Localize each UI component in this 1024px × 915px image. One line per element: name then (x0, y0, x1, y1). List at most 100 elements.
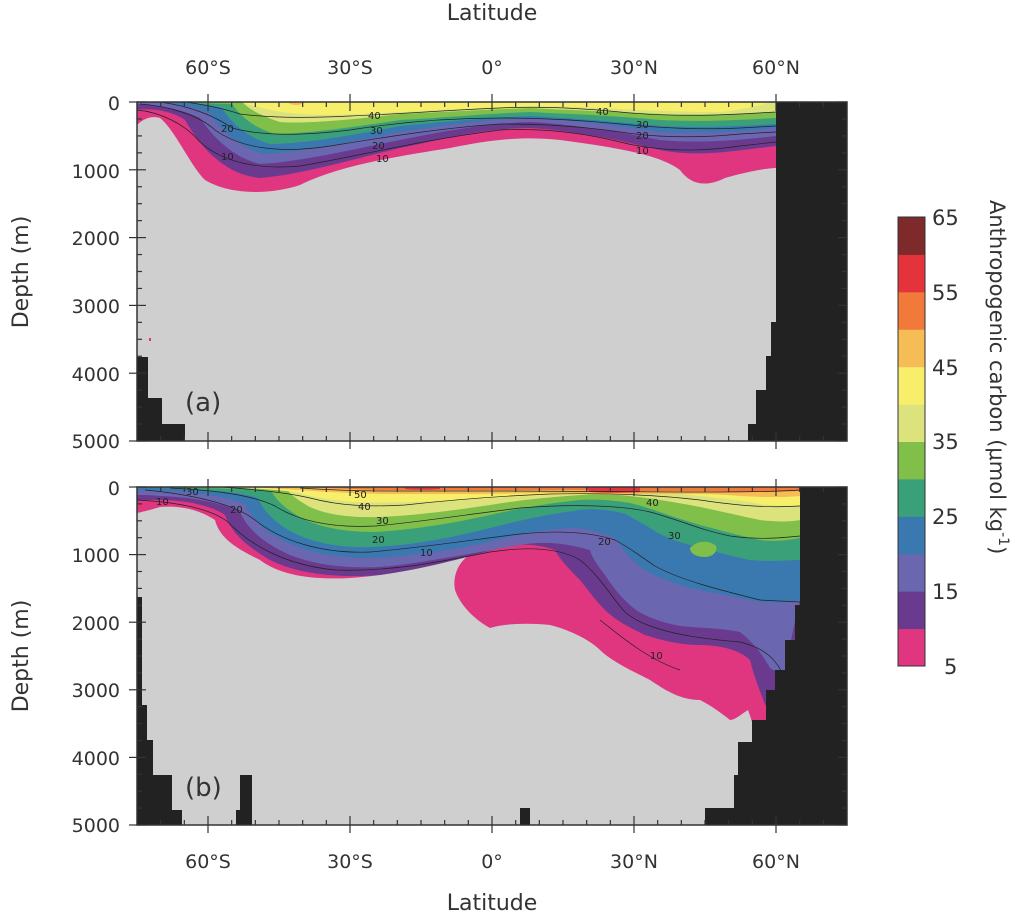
panel-a-y-ticks: 0 1000 2000 3000 4000 5000 (72, 93, 120, 453)
colorbar-swatch (898, 478, 925, 517)
panel-a-x-tick-label: 30°N (610, 57, 658, 79)
panel-b-patch-30 (690, 541, 717, 557)
colorbar-frame (897, 216, 926, 667)
panel-b-contour-label: 50 (354, 490, 367, 501)
colorbar-swatch (898, 329, 925, 368)
panel-a-contour-label: 10 (221, 152, 234, 163)
panel-b-contour-30 (169, 487, 801, 539)
panel-a-tag: (a) (185, 388, 221, 418)
panel-a-y-tick-label: 4000 (72, 364, 120, 386)
colorbar-swatch (898, 404, 925, 442)
colorbar-swatch (898, 553, 925, 592)
panel-b-x-axis-title: Latitude (447, 891, 538, 915)
panel-a-y-tick-label: 5000 (72, 431, 120, 453)
colorbar-swatch (898, 441, 925, 480)
panel-b-contour-label: 10 (420, 548, 433, 559)
axis-tick-marks (129, 94, 847, 833)
panel-a-x-tick-label: 60°S (185, 57, 231, 79)
panel-b-x-ticks-bottom: 60°S 30°S 0° 30°N 60°N (185, 851, 800, 873)
panel-a-contour-label: 30 (370, 126, 383, 137)
panel-b-contour-label: 10 (156, 497, 169, 508)
panel-a-contour-label: 10 (376, 154, 389, 165)
panel-b-y-tick-label: 3000 (72, 680, 120, 702)
panel-b-y-tick-label: 0 (108, 478, 120, 500)
panel-a-contour-label: 20 (221, 124, 234, 135)
panel-a-contour-label: 20 (372, 141, 385, 152)
panel-b-contour-label: 40 (646, 498, 659, 509)
panel-a-x-tick-label: 30°S (327, 57, 373, 79)
colorbar-tick-label: 55 (932, 281, 959, 305)
colorbar-title-main: Anthropogenic carbon (μmol kg (985, 200, 1009, 532)
panel-b-contour-labels: 30 10 20 50 40 30 20 10 40 30 20 10 (156, 487, 681, 662)
panel-a-contour-40 (184, 102, 777, 118)
panel-b-x-tick-label: 30°S (327, 851, 373, 873)
panel-a-y-axis-title: Depth (m) (9, 216, 34, 329)
colorbar-tick-label: 5 (944, 655, 957, 679)
panel-b-contour-label: 30 (186, 487, 199, 498)
colorbar-tick-label: 15 (932, 580, 959, 604)
panel-b-contour-10 (137, 499, 786, 681)
panel-a-speck (149, 338, 151, 341)
panel-b-tag: (b) (185, 773, 222, 803)
colorbar-swatch (898, 254, 925, 293)
panel-b-land-north (705, 487, 847, 825)
panel-b-y-ticks: 0 1000 2000 3000 4000 5000 (72, 478, 120, 837)
panel-b: 30 10 20 50 40 30 20 10 40 30 20 10 (9, 478, 848, 915)
panel-b-x-tick-label: 30°N (610, 851, 658, 873)
colorbar: 65 55 45 35 25 15 5 Anthropogenic carbon… (897, 200, 1011, 679)
colorbar-swatch (898, 516, 925, 555)
colorbar-tick-labels: 65 55 45 35 25 15 5 (932, 206, 959, 679)
panel-a-land-north (748, 102, 847, 441)
panel-a-contour-20 (139, 103, 777, 150)
panel-b-contour-label: 20 (598, 537, 611, 548)
panel-a-land-south (137, 357, 185, 441)
panel-b-contour-label: 30 (376, 516, 389, 527)
panel-a-x-tick-label: 0° (481, 57, 503, 79)
panel-b-y-tick-label: 1000 (72, 545, 120, 567)
colorbar-swatch (898, 366, 925, 405)
panel-a-y-tick-label: 0 (108, 93, 120, 115)
panel-b-y-axis-title: Depth (m) (9, 600, 34, 713)
panel-a-contour-label: 30 (636, 120, 649, 131)
panel-a-land (137, 102, 847, 441)
panel-a-y-tick-label: 2000 (72, 228, 120, 250)
panel-b-contour-label: 10 (650, 651, 663, 662)
colorbar-tick-label: 35 (932, 430, 959, 454)
colorbar-swatches (898, 217, 925, 667)
panel-a-contour-label: 10 (636, 146, 649, 157)
panel-b-x-tick-label: 0° (481, 851, 503, 873)
panel-b-land-south (137, 597, 182, 825)
panel-b-contour-label: 20 (372, 535, 385, 546)
panel-b-contour-40 (219, 487, 801, 508)
panel-a-x-axis-title: Latitude (447, 1, 538, 26)
panel-a-contour-lines (137, 102, 777, 168)
panel-a-contour-10 (137, 109, 777, 168)
panel-b-x-tick-label: 60°N (752, 851, 800, 873)
panel-b-land (137, 487, 847, 825)
panel-a-band-40 (240, 102, 770, 115)
colorbar-title-superscript: -1 (995, 532, 1011, 546)
panel-b-contour-label: 20 (230, 505, 243, 516)
panel-b-contour-label: 40 (358, 502, 371, 513)
panel-a-contour-label: 20 (636, 131, 649, 142)
panel-a: 40 30 20 10 40 30 20 10 20 10 (a) 0 (9, 1, 848, 453)
panel-b-contour-lines (137, 487, 801, 681)
panel-b-x-tick-label: 60°S (185, 851, 231, 873)
panel-a-x-tick-label: 60°N (752, 57, 800, 79)
panel-b-contour-label: 30 (668, 531, 681, 542)
colorbar-swatch (898, 628, 925, 667)
panel-a-contour-30 (159, 102, 777, 135)
panel-b-y-tick-label: 5000 (72, 815, 120, 837)
panel-a-contour-labels: 40 30 20 10 40 30 20 10 20 10 (221, 107, 649, 165)
panel-a-contour-label: 40 (368, 111, 381, 122)
panel-b-contour-10b (599, 619, 681, 671)
panel-a-contour-label: 40 (596, 107, 609, 118)
panel-b-y-tick-label: 4000 (72, 748, 120, 770)
panel-b-land-seamount (520, 808, 530, 825)
colorbar-swatch (898, 591, 925, 630)
panel-b-contour-50 (299, 487, 801, 493)
panel-a-x-ticks-top: 60°S 30°S 0° 30°N 60°N (185, 57, 800, 79)
panel-a-y-tick-label: 3000 (72, 296, 120, 318)
colorbar-tick-label: 45 (932, 356, 959, 380)
